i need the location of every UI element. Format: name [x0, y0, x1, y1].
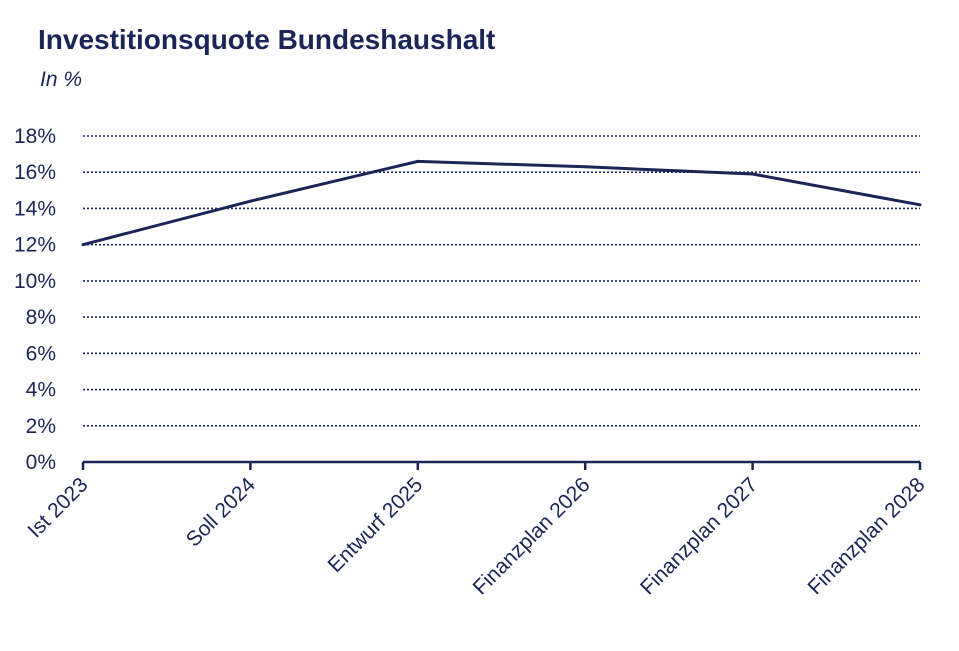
y-tick-label: 12%	[14, 234, 56, 257]
y-tick-label: 14%	[14, 197, 56, 220]
x-tick-label: Finanzplan 2028	[803, 473, 929, 599]
data-point	[416, 159, 420, 163]
data-point	[918, 203, 922, 207]
gridlines	[83, 135, 920, 427]
y-tick-label: 16%	[14, 161, 56, 184]
series-line	[82, 159, 921, 247]
y-tick-label: 6%	[26, 342, 56, 365]
series-group	[81, 159, 922, 247]
x-tick-label: Soll 2024	[182, 473, 260, 551]
y-tick-label: 18%	[14, 125, 56, 148]
y-tick-label: 8%	[26, 306, 56, 329]
y-tick-label: 10%	[14, 270, 56, 293]
x-axis	[81, 460, 922, 470]
chart-title: Investitionsquote Bundeshaushalt	[38, 24, 496, 55]
y-tick-label: 2%	[26, 415, 56, 438]
data-point	[751, 172, 755, 176]
y-tick-label: 0%	[26, 451, 56, 474]
data-point	[583, 165, 587, 169]
x-axis-ticks: Ist 2023 Soll 2024 Entwurf 2025 Finanzplan …	[23, 473, 929, 599]
y-axis-ticks: 0% 2% 4% 6% 8% 10% 12% 14% 16% 18%	[14, 125, 56, 474]
x-tick-label: Ist 2023	[23, 473, 92, 542]
x-tick-label: Entwurf 2025	[324, 473, 428, 577]
data-point	[81, 243, 85, 247]
x-tick-label: Finanzplan 2027	[636, 473, 762, 599]
chart-subtitle: In %	[40, 68, 83, 91]
x-tick-label: Finanzplan 2026	[469, 473, 595, 599]
y-tick-label: 4%	[26, 379, 56, 402]
data-point	[248, 199, 252, 203]
